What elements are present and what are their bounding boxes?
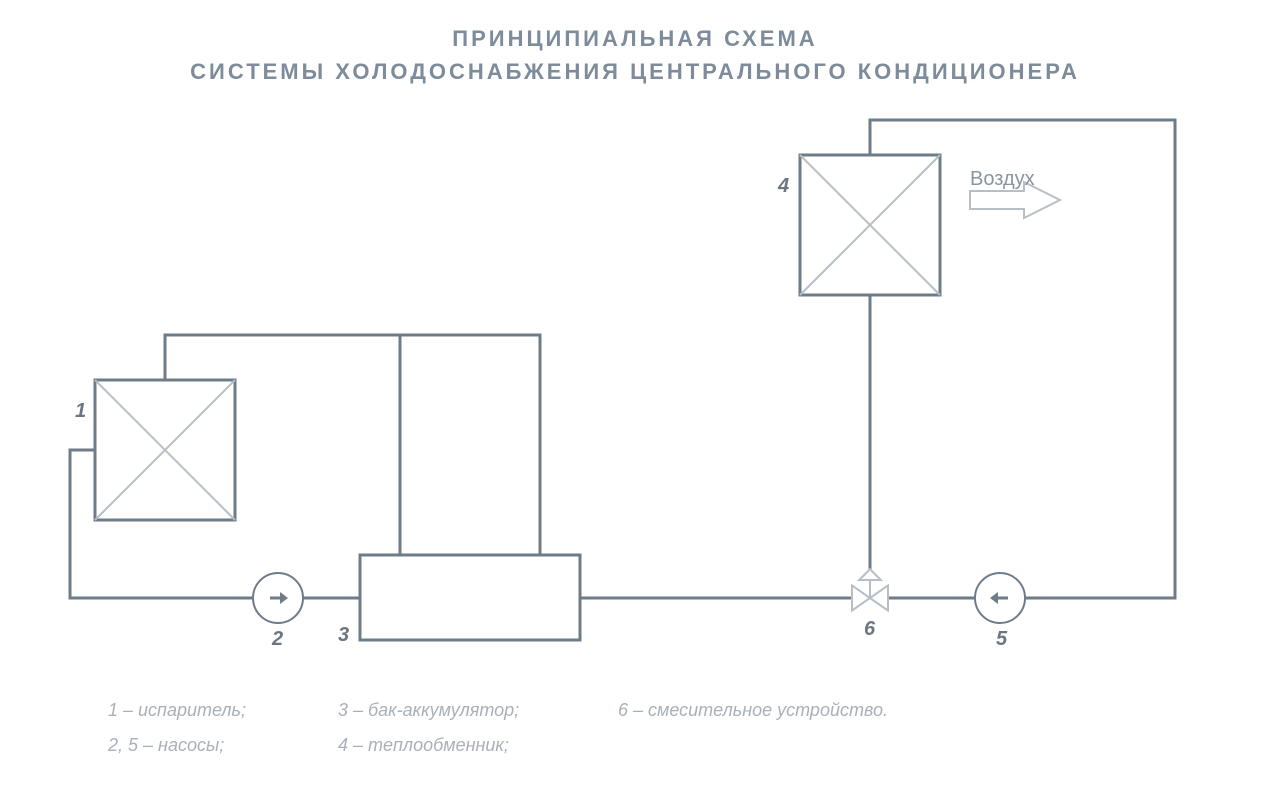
legend: 1 – испаритель; 3 – бак-аккумулятор; 6 –… [108,700,958,756]
legend-3: 3 – бак-аккумулятор; [338,700,618,721]
air-label: Воздух [970,168,1035,191]
schematic-diagram [0,0,1270,794]
label-6: 6 [864,618,875,641]
legend-1: 1 – испаритель; [108,700,338,721]
legend-6: 6 – смесительное устройство. [618,700,958,721]
label-4: 4 [778,175,789,198]
label-3: 3 [338,624,349,647]
legend-4: 4 – теплообменник; [338,735,618,756]
label-5: 5 [996,628,1007,651]
label-2: 2 [272,628,283,651]
legend-2: 2, 5 – насосы; [108,735,338,756]
label-1: 1 [75,400,86,423]
